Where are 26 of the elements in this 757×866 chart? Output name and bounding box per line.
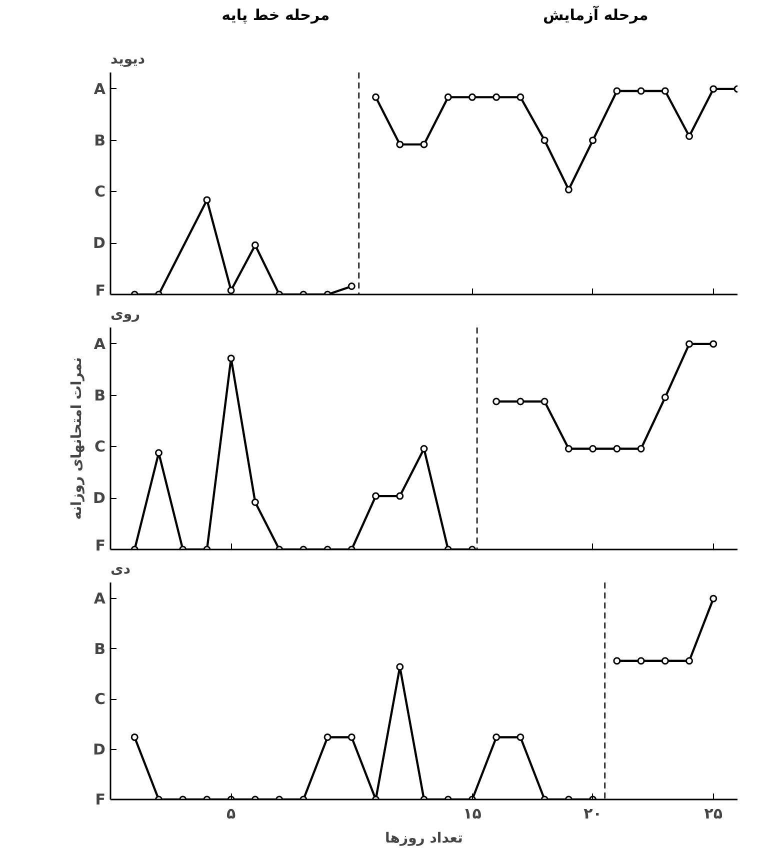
x-tick-label: ۲۵ [704,804,723,822]
text: مرحله آزمایش [542,5,648,26]
text: C [94,690,106,708]
text: C [94,182,106,201]
text: A [94,334,106,353]
text: D [93,489,106,508]
text: C [94,438,106,456]
text: B [94,131,106,150]
text: B [94,386,106,404]
text: D [93,740,106,758]
x-tick-label: ۱۵ [463,804,482,822]
text: F [95,282,106,300]
text: A [94,80,106,98]
text: F [95,790,106,808]
text: مرحله خط پایه [222,5,330,26]
x-tick-label: ۵ [226,804,236,822]
text: A [94,590,106,608]
x-axis-title: تعداد روزها [385,830,463,846]
text: D [93,234,106,252]
chart-title: دی [110,562,131,578]
chart-title: دیوید [110,52,146,68]
y-axis-title: نمرات امتحانهای روزانه [69,357,86,520]
chart-title: روی [110,306,140,322]
x-tick-label: ۲۰ [584,804,602,822]
text: F [95,536,106,554]
text: B [94,640,106,658]
